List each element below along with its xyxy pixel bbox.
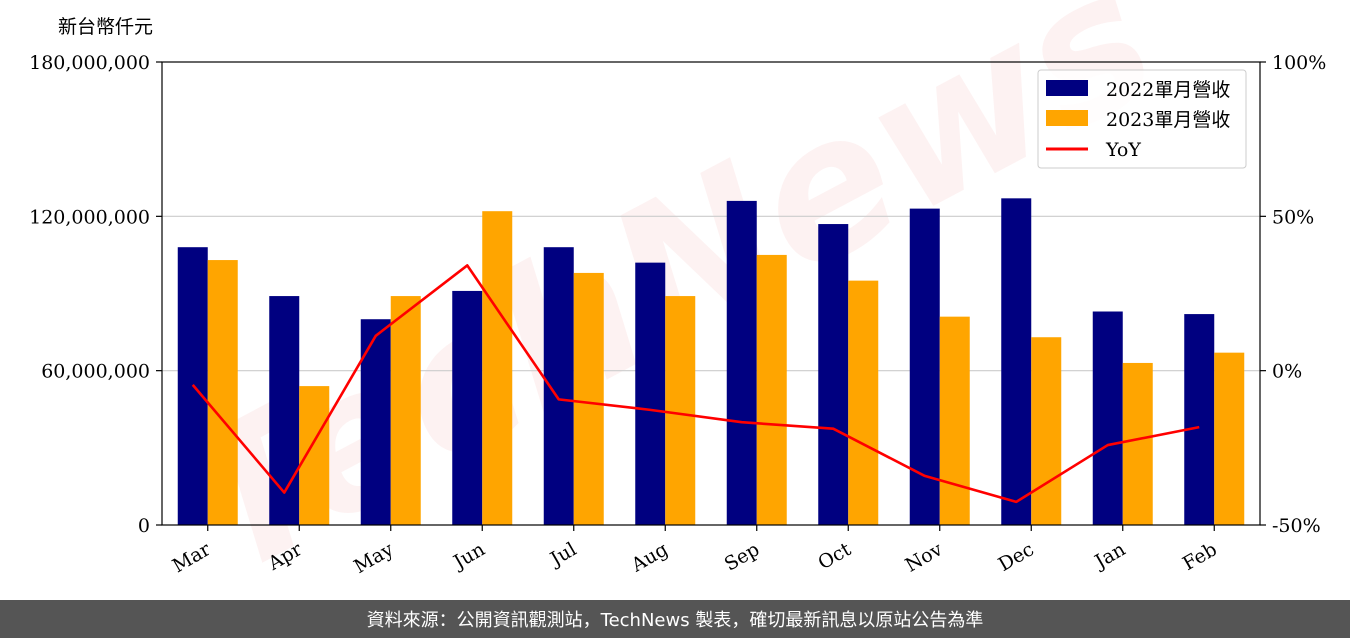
bar-2022-may: [360, 319, 391, 525]
bar-2023-sep: [756, 254, 787, 525]
yoy-line: [191, 264, 1200, 504]
bar-2022-oct: [818, 224, 849, 526]
bar-2023-jun: [482, 211, 513, 525]
legend-label-yoy: YoY: [1105, 139, 1141, 161]
x-tick-label-jul: Jul: [545, 538, 580, 571]
yoy-line-layer: [191, 264, 1200, 504]
bar-2023-may: [390, 296, 421, 525]
x-tick-label-feb: Feb: [1179, 538, 1221, 575]
source-footer: 資料來源：公開資訊觀測站，TechNews 製表，確切最新訊息以原站公告為準: [0, 600, 1350, 638]
y2-tick-label: 50%: [1272, 206, 1314, 228]
bar-2023-jan: [1122, 362, 1153, 525]
bar-2023-dec: [1031, 337, 1062, 525]
legend-box: [1037, 69, 1247, 169]
bar-2022-nov: [909, 208, 940, 525]
y-tick-label: 60,000,000: [41, 361, 150, 383]
footer-text: 資料來源：公開資訊觀測站，TechNews 製表，確切最新訊息以原站公告為準: [366, 610, 984, 631]
legend-label-2023: 2023單月營收: [1106, 109, 1230, 131]
bar-2023-aug: [665, 296, 696, 525]
bar-2023-nov: [939, 316, 970, 525]
x-tick-label-oct: Oct: [814, 538, 855, 574]
grid-lines: [162, 215, 1260, 372]
revenue-chart: TechNews 新台幣仟元 060,000,000120,000,000180…: [29, 0, 1326, 600]
bar-2023-apr: [299, 386, 330, 525]
bar-2023-mar: [207, 260, 238, 525]
bar-2022-jan: [1092, 311, 1123, 525]
bar-2023-feb: [1214, 352, 1245, 525]
bar-2022-apr: [269, 296, 300, 525]
x-tick-label-aug: Aug: [627, 538, 672, 577]
x-tick-label-sep: Sep: [721, 538, 764, 575]
y-axis-unit-label: 新台幣仟元: [58, 16, 153, 38]
x-tick-label-jun: Jun: [448, 538, 489, 574]
legend: 2022單月營收 2023單月營收 YoY: [1037, 69, 1247, 169]
right-y-axis: -50% 0% 50% 100%: [1260, 52, 1326, 537]
bars: [177, 198, 1245, 526]
legend-swatch-2022: [1046, 80, 1088, 96]
bar-2023-jul: [573, 272, 604, 525]
bar-2022-jun: [452, 290, 483, 525]
left-y-axis: 0 60,000,000 120,000,000 180,000,000: [29, 52, 162, 537]
legend-swatch-2023: [1046, 110, 1088, 126]
x-tick-label-dec: Dec: [995, 538, 1038, 576]
legend-label-2022: 2022單月營收: [1106, 79, 1230, 101]
plot-frame: [161, 61, 1261, 526]
y-tick-label: 0: [138, 515, 150, 537]
bar-2022-feb: [1184, 314, 1215, 525]
y2-tick-label: 0%: [1272, 361, 1302, 383]
y-tick-label: 120,000,000: [29, 206, 150, 228]
y2-tick-label: -50%: [1272, 515, 1321, 537]
x-tick-label-mar: Mar: [169, 538, 215, 577]
bar-2022-aug: [635, 262, 666, 525]
bar-2022-sep: [726, 200, 757, 525]
bar-2022-dec: [1001, 198, 1032, 526]
x-tick-label-jan: Jan: [1090, 538, 1130, 574]
x-tick-label-nov: Nov: [902, 538, 947, 577]
bar-2023-oct: [848, 280, 879, 525]
y2-tick-label: 100%: [1272, 52, 1326, 74]
y-tick-label: 180,000,000: [29, 52, 150, 74]
